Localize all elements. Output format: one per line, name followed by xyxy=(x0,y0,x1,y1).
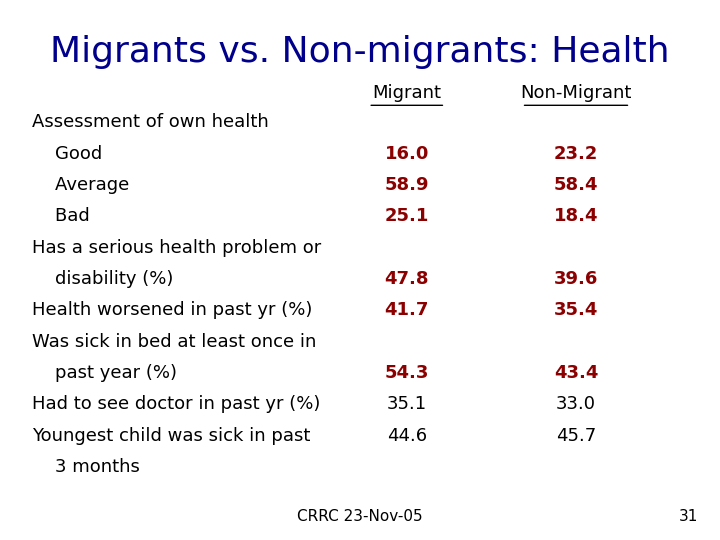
Text: 41.7: 41.7 xyxy=(384,301,429,319)
Text: Average: Average xyxy=(32,176,130,194)
Text: 16.0: 16.0 xyxy=(384,145,429,163)
Text: 3 months: 3 months xyxy=(32,458,140,476)
Text: 45.7: 45.7 xyxy=(556,427,596,444)
Text: 47.8: 47.8 xyxy=(384,270,429,288)
Text: Youngest child was sick in past: Youngest child was sick in past xyxy=(32,427,311,444)
Text: Non-Migrant: Non-Migrant xyxy=(521,84,631,102)
Text: 54.3: 54.3 xyxy=(384,364,429,382)
Text: Bad: Bad xyxy=(32,207,90,225)
Text: 35.4: 35.4 xyxy=(554,301,598,319)
Text: 25.1: 25.1 xyxy=(384,207,429,225)
Text: Health worsened in past yr (%): Health worsened in past yr (%) xyxy=(32,301,312,319)
Text: Had to see doctor in past yr (%): Had to see doctor in past yr (%) xyxy=(32,395,321,413)
Text: Migrants vs. Non-migrants: Health: Migrants vs. Non-migrants: Health xyxy=(50,35,670,69)
Text: 18.4: 18.4 xyxy=(554,207,598,225)
Text: Has a serious health problem or: Has a serious health problem or xyxy=(32,239,322,256)
Text: 39.6: 39.6 xyxy=(554,270,598,288)
Text: Migrant: Migrant xyxy=(372,84,441,102)
Text: past year (%): past year (%) xyxy=(32,364,177,382)
Text: Was sick in bed at least once in: Was sick in bed at least once in xyxy=(32,333,317,350)
Text: 58.4: 58.4 xyxy=(554,176,598,194)
Text: 31: 31 xyxy=(679,509,698,524)
Text: CRRC 23-Nov-05: CRRC 23-Nov-05 xyxy=(297,509,423,524)
Text: 23.2: 23.2 xyxy=(554,145,598,163)
Text: Assessment of own health: Assessment of own health xyxy=(32,113,269,131)
Text: 35.1: 35.1 xyxy=(387,395,427,413)
Text: Good: Good xyxy=(32,145,103,163)
Text: 33.0: 33.0 xyxy=(556,395,596,413)
Text: 43.4: 43.4 xyxy=(554,364,598,382)
Text: disability (%): disability (%) xyxy=(32,270,174,288)
Text: 58.9: 58.9 xyxy=(384,176,429,194)
Text: 44.6: 44.6 xyxy=(387,427,427,444)
